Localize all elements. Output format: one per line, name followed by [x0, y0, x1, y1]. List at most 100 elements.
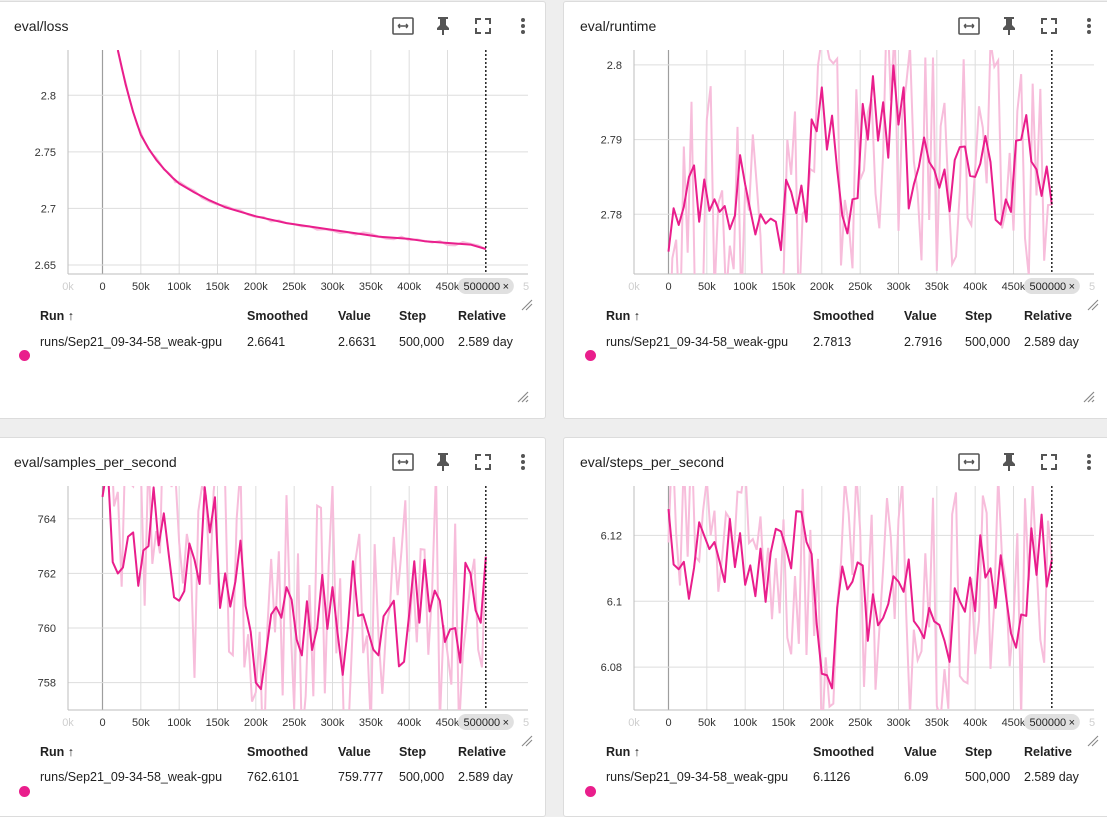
x-tick-label: 450k — [436, 281, 460, 293]
header-run[interactable]: Run ↑ — [40, 309, 75, 323]
header-value: Value — [338, 745, 371, 759]
card-title: eval/loss — [14, 18, 69, 34]
step-value: 500,000 — [965, 770, 1011, 784]
x-tick-label: 450k — [1002, 717, 1026, 729]
more-vert-icon[interactable] — [1077, 450, 1101, 474]
x-tick-label: 400k — [397, 717, 421, 729]
header-smoothed: Smoothed — [247, 745, 309, 759]
card-toolbar — [957, 14, 1101, 38]
header-run[interactable]: Run ↑ — [606, 309, 641, 323]
y-tick-label: 2.65 — [35, 260, 56, 272]
x-tick-label: 150k — [772, 717, 796, 729]
run-color-dot — [585, 786, 596, 797]
raw-series-line — [670, 50, 1052, 274]
y-tick-label: 762 — [38, 568, 56, 580]
y-tick-label: 6.08 — [601, 662, 622, 674]
axis-resize-icon — [1087, 735, 1099, 747]
x-tick-label: 150k — [206, 717, 230, 729]
step-badge: 500000 × — [1023, 278, 1080, 294]
run-name: runs/Sep21_09-34-58_weak-gpu — [606, 335, 789, 349]
pin-icon[interactable] — [431, 14, 455, 38]
y-tick-label: 758 — [38, 678, 56, 690]
x-tick-label: 350k — [359, 717, 383, 729]
x-tick-label: 0 — [99, 717, 105, 729]
x-tick-label: 0 — [665, 717, 671, 729]
header-run[interactable]: Run ↑ — [40, 745, 75, 759]
y-tick-label: 6.12 — [601, 530, 622, 542]
x-tick-label: 450k — [436, 717, 460, 729]
x-tick-label: 100k — [167, 281, 191, 293]
more-vert-icon[interactable] — [511, 14, 535, 38]
fit-domain-icon[interactable] — [391, 14, 415, 38]
header-step: Step — [399, 745, 427, 759]
x-tick-label-faint: 0k — [628, 717, 640, 729]
header-step: Step — [399, 309, 427, 323]
step-badge-close: × — [1069, 717, 1075, 729]
x-tick-label-faint: 5 — [523, 717, 529, 729]
x-tick-label: 50k — [132, 281, 150, 293]
x-tick-label: 150k — [206, 281, 230, 293]
step-badge-bg — [1023, 714, 1080, 730]
x-tick-label-faint: 0k — [628, 281, 640, 293]
smoothed-series-line — [667, 508, 1053, 690]
step-badge-close: × — [503, 281, 509, 293]
resize-handle-icon[interactable] — [1083, 391, 1095, 403]
header-relative: Relative — [458, 745, 506, 759]
header-relative: Relative — [458, 309, 506, 323]
x-tick-label: 300k — [887, 717, 911, 729]
more-vert-icon[interactable] — [1077, 14, 1101, 38]
card-title: eval/samples_per_second — [14, 454, 177, 470]
header-relative: Relative — [1024, 309, 1072, 323]
pin-icon[interactable] — [431, 450, 455, 474]
header-value: Value — [338, 309, 371, 323]
header-smoothed: Smoothed — [813, 309, 875, 323]
smoothed-value: 2.6641 — [247, 335, 286, 349]
smoothed-series-line — [667, 64, 1053, 252]
x-tick-label: 100k — [733, 717, 757, 729]
resize-handle-icon[interactable] — [517, 391, 529, 403]
card-toolbar — [391, 450, 535, 474]
relative-value: 2.589 day — [1024, 335, 1079, 349]
x-tick-label: 200k — [810, 281, 834, 293]
header-step: Step — [965, 309, 993, 323]
run-color-dot — [19, 350, 30, 361]
header-relative: Relative — [1024, 745, 1072, 759]
fullscreen-icon[interactable] — [1037, 14, 1061, 38]
run-name: runs/Sep21_09-34-58_weak-gpu — [606, 770, 789, 784]
y-tick-label: 6.1 — [607, 596, 622, 608]
more-vert-icon[interactable] — [511, 450, 535, 474]
step-badge-bg — [457, 278, 514, 294]
step-value: 500,000 — [399, 335, 445, 349]
fit-domain-icon[interactable] — [957, 14, 981, 38]
step-badge-label: 500000 — [1029, 281, 1066, 293]
card-title: eval/steps_per_second — [580, 454, 724, 470]
header-smoothed: Smoothed — [813, 745, 875, 759]
fit-domain-icon[interactable] — [391, 450, 415, 474]
pin-icon[interactable] — [997, 450, 1021, 474]
step-value: 500,000 — [965, 335, 1011, 349]
run-color-dot — [585, 350, 596, 361]
x-tick-label: 250k — [848, 281, 872, 293]
header-run[interactable]: Run ↑ — [606, 745, 641, 759]
x-tick-label: 400k — [963, 281, 987, 293]
smoothed-series-line — [116, 50, 487, 250]
line-chart: 758 760 762 764 0 50k 100k 150k 200k 250k 300k 350k… — [0, 482, 545, 747]
fullscreen-icon[interactable] — [471, 14, 495, 38]
x-tick-label: 0 — [99, 281, 105, 293]
chart-card-eval-loss: eval/loss 2.65 2.7 2.75 2.8 0 50k 100k 150k 200k… — [0, 1, 546, 419]
run-color-dot — [19, 786, 30, 797]
fullscreen-icon[interactable] — [471, 450, 495, 474]
step-badge-label: 500000 — [1029, 717, 1066, 729]
card-toolbar — [957, 450, 1101, 474]
header-smoothed: Smoothed — [247, 309, 309, 323]
card-title: eval/runtime — [580, 18, 657, 34]
chart-card-eval-samples-per-second: eval/samples_per_second 758 760 762 764 0 50k… — [0, 437, 546, 817]
x-tick-label: 200k — [244, 281, 268, 293]
raw-series-line — [112, 486, 487, 710]
pin-icon[interactable] — [997, 14, 1021, 38]
run-name: runs/Sep21_09-34-58_weak-gpu — [40, 335, 223, 349]
step-badge-bg — [1023, 278, 1080, 294]
fullscreen-icon[interactable] — [1037, 450, 1061, 474]
fit-domain-icon[interactable] — [957, 450, 981, 474]
relative-value: 2.589 day — [458, 335, 513, 349]
